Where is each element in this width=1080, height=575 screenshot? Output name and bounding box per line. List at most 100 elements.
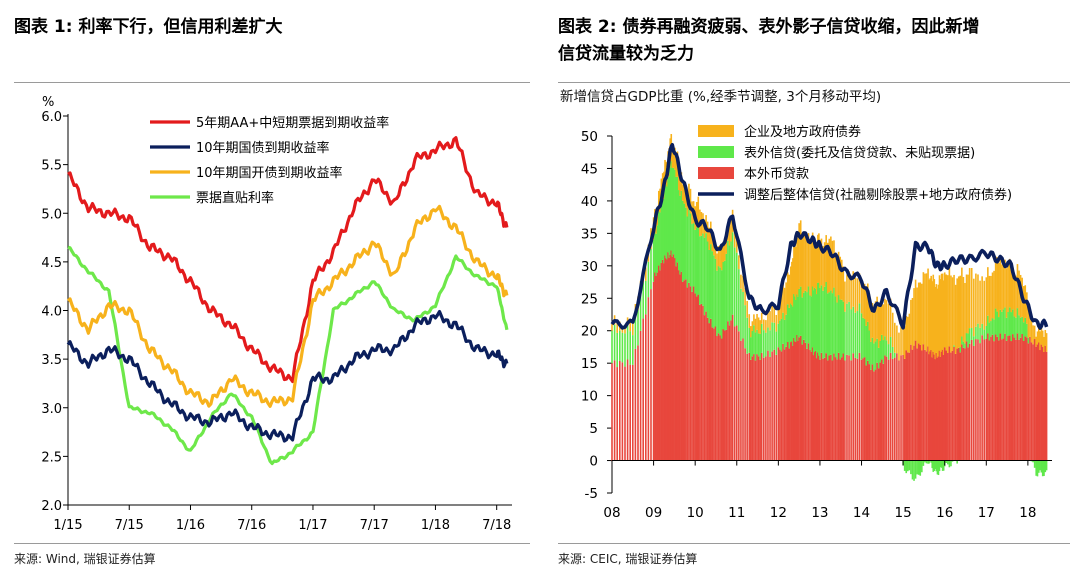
bar-offbalance <box>670 161 673 251</box>
bar-loans <box>810 351 813 461</box>
y-tick-label: 2.5 <box>41 450 62 465</box>
bar-offbalance <box>760 323 763 353</box>
bar-bonds <box>877 306 880 348</box>
bar-offbalance-negative <box>937 460 940 476</box>
bar-loans <box>900 355 902 461</box>
bar-bonds <box>953 274 955 346</box>
bar-bonds <box>751 321 754 332</box>
right-chart-subtitle: 新增信贷占GDP比重 (%,经季节调整, 3个月移动平均) <box>560 89 882 105</box>
bar-offbalance-negative <box>905 460 908 474</box>
bar-loans <box>785 346 787 461</box>
bar-bonds <box>902 325 904 355</box>
bar-loans <box>728 325 731 461</box>
bar-loans <box>742 338 744 461</box>
bar-offbalance <box>1016 308 1019 334</box>
bar-bonds <box>987 267 989 316</box>
bar-loans <box>902 354 904 461</box>
bar-offbalance <box>773 322 775 350</box>
bar-bonds <box>959 275 962 348</box>
bar-loans <box>667 252 669 461</box>
bar-loans <box>738 331 740 461</box>
bar-offbalance <box>856 311 859 359</box>
bar-bonds <box>616 322 618 333</box>
bar-loans <box>964 348 966 461</box>
bar-bonds <box>935 284 938 353</box>
bar-offbalance <box>852 306 855 354</box>
bar-bonds <box>629 321 631 332</box>
bar-offbalance <box>785 314 787 347</box>
bar-offbalance <box>791 304 793 342</box>
bar-offbalance <box>676 176 679 263</box>
bar-bonds <box>695 201 698 228</box>
y-tick-label: 3.0 <box>41 402 62 417</box>
bar-offbalance <box>783 319 786 350</box>
bar-offbalance-negative <box>933 460 936 471</box>
bar-offbalance <box>611 330 613 364</box>
bar-offbalance <box>1001 311 1003 340</box>
bar-bonds <box>797 237 799 297</box>
right-source-rule <box>558 543 1070 544</box>
bar-offbalance <box>655 233 657 276</box>
bar-loans <box>680 271 683 461</box>
bar-loans <box>799 335 802 461</box>
bar-loans <box>691 291 693 461</box>
bar-loans <box>906 352 909 461</box>
bar-bonds <box>1005 268 1008 318</box>
bar-loans <box>932 351 935 461</box>
bar-loans <box>654 272 656 461</box>
bar-offbalance <box>709 244 712 319</box>
bar-offbalance <box>804 290 807 343</box>
bar-loans <box>968 343 971 461</box>
bar-offbalance <box>786 304 789 343</box>
bar-offbalance <box>983 329 986 340</box>
bar-offbalance <box>870 341 872 370</box>
bar-loans <box>945 350 948 461</box>
bar-bonds <box>925 273 928 352</box>
bar-offbalance <box>1002 309 1005 339</box>
bar-bonds <box>981 276 983 324</box>
x-tick-label: 7/17 <box>360 518 389 533</box>
bar-offbalance <box>846 303 848 355</box>
bar-bonds <box>818 233 820 283</box>
x-tick-label: 1/15 <box>53 518 82 533</box>
bar-loans <box>644 314 647 461</box>
bar-loans <box>1033 339 1036 461</box>
bar-offbalance-negative <box>919 460 922 476</box>
bar-offbalance-negative <box>939 460 942 468</box>
bar-loans <box>850 360 852 461</box>
bar-bonds <box>868 293 871 331</box>
bar-bonds <box>844 281 846 312</box>
x-tick-label: 1/17 <box>298 518 327 533</box>
bar-bonds <box>951 277 954 351</box>
bar-loans <box>719 335 721 461</box>
bar-bonds <box>934 286 937 360</box>
bar-offbalance <box>839 299 842 360</box>
bar-bonds <box>771 302 773 323</box>
bar-loans <box>1005 340 1008 461</box>
bar-bonds <box>839 256 842 300</box>
bar-offbalance <box>848 301 850 356</box>
bar-loans <box>803 339 805 461</box>
bar-bonds <box>983 280 986 330</box>
bar-loans <box>919 344 922 461</box>
bar-offbalance <box>659 212 661 271</box>
bar-bonds <box>848 271 850 302</box>
series-line-total-credit <box>610 143 1049 330</box>
bar-loans <box>1021 333 1023 461</box>
bar-offbalance <box>626 323 629 360</box>
bar-loans <box>993 341 995 461</box>
bar-loans <box>896 353 898 461</box>
bar-offbalance <box>639 292 642 331</box>
bar-offbalance <box>714 258 717 327</box>
bar-bonds <box>817 234 819 283</box>
bar-loans <box>762 357 765 461</box>
bar-bonds <box>1039 331 1041 351</box>
bar-loans <box>611 363 613 461</box>
bar-loans <box>679 274 681 461</box>
bar-offbalance <box>881 334 883 360</box>
bar-bonds <box>748 314 751 328</box>
bar-loans <box>666 259 668 461</box>
bar-offbalance <box>961 336 963 345</box>
bar-loans <box>922 344 925 461</box>
